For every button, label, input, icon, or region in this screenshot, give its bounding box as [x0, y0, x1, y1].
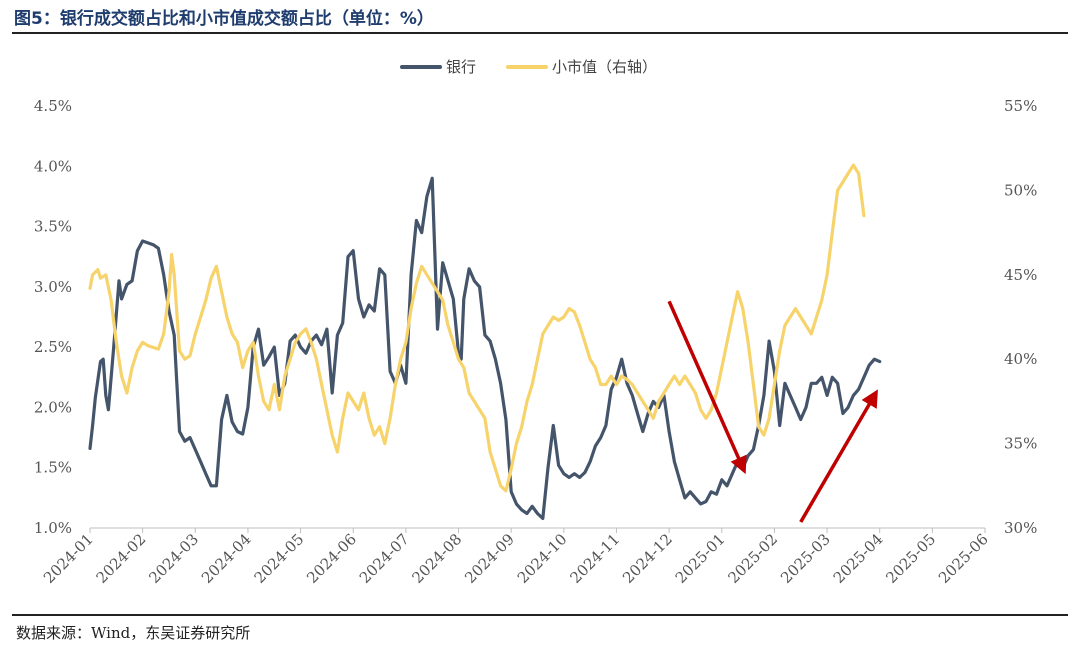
right-y-tick-label: 50%: [1004, 181, 1037, 199]
x-tick-label: 2024-02: [93, 530, 150, 587]
x-tick-label: 2025-02: [724, 530, 781, 587]
right-y-axis: 30% 35% 40% 45% 50% 55%: [1004, 97, 1037, 537]
left-y-tick-label: 3.5%: [34, 218, 72, 236]
x-axis: 2024-012024-022024-032024-042024-052024-…: [40, 527, 992, 587]
x-tick-label: 2025-06: [935, 530, 992, 587]
left-y-tick-label: 4.0%: [34, 157, 72, 175]
left-y-tick-label: 1.5%: [34, 459, 72, 477]
left-y-tick-label: 1.0%: [34, 519, 72, 537]
x-tick-label: 2024-04: [198, 530, 255, 587]
x-tick-label: 2025-01: [672, 530, 729, 587]
bottom-rule: [12, 614, 1068, 616]
x-tick-label: 2025-05: [882, 530, 939, 587]
series-line-bank: [88, 176, 882, 520]
x-tick-label: 2025-03: [777, 530, 834, 587]
x-tick-label: 2024-07: [356, 530, 413, 587]
annotation-arrow: [799, 389, 878, 523]
x-tick-label: 2024-06: [303, 530, 360, 587]
figure-title: 图5：银行成交额占比和小市值成交额占比（单位：%）: [14, 9, 434, 29]
legend-label: 银行: [446, 58, 476, 76]
x-tick-label: 2024-03: [145, 530, 202, 587]
left-y-axis: 1.0% 1.5% 2.0% 2.5% 3.0% 3.5% 4.0% 4.5%: [34, 97, 72, 537]
right-y-tick-label: 40%: [1004, 350, 1037, 368]
x-tick-label: 2024-12: [619, 530, 676, 587]
x-tick-label: 2024-11: [566, 530, 623, 587]
series-group: [88, 163, 882, 520]
annotation-group: [667, 300, 878, 523]
legend-label: 小市值（右轴）: [552, 58, 657, 76]
x-tick-label: 2024-10: [514, 530, 571, 587]
right-y-tick-label: 55%: [1004, 97, 1037, 115]
right-y-tick-label: 45%: [1004, 266, 1037, 284]
annotation-arrow: [667, 300, 747, 475]
x-tick-label: 2024-01: [40, 530, 97, 587]
chart-legend: 银行 小市值（右轴）: [400, 58, 657, 76]
left-y-tick-label: 4.5%: [34, 97, 72, 115]
top-rule: [12, 32, 1068, 34]
left-y-tick-label: 2.0%: [34, 398, 72, 416]
source-note: 数据来源：Wind，东吴证券研究所: [16, 624, 251, 642]
x-tick-label: 2024-05: [251, 530, 308, 587]
left-y-tick-label: 2.5%: [34, 338, 72, 356]
right-y-tick-label: 30%: [1004, 519, 1037, 537]
x-tick-label: 2024-08: [409, 530, 466, 587]
right-y-tick-label: 35%: [1004, 435, 1037, 453]
line-chart: 银行 小市值（右轴） 1.0% 1.5% 2.0% 2.5% 3.0% 3.5% 4.0% 4.…: [34, 58, 1037, 587]
left-y-tick-label: 3.0%: [34, 278, 72, 296]
x-tick-label: 2024-09: [461, 530, 518, 587]
series-line-small-cap: [88, 163, 866, 493]
x-tick-label: 2025-04: [830, 530, 887, 587]
